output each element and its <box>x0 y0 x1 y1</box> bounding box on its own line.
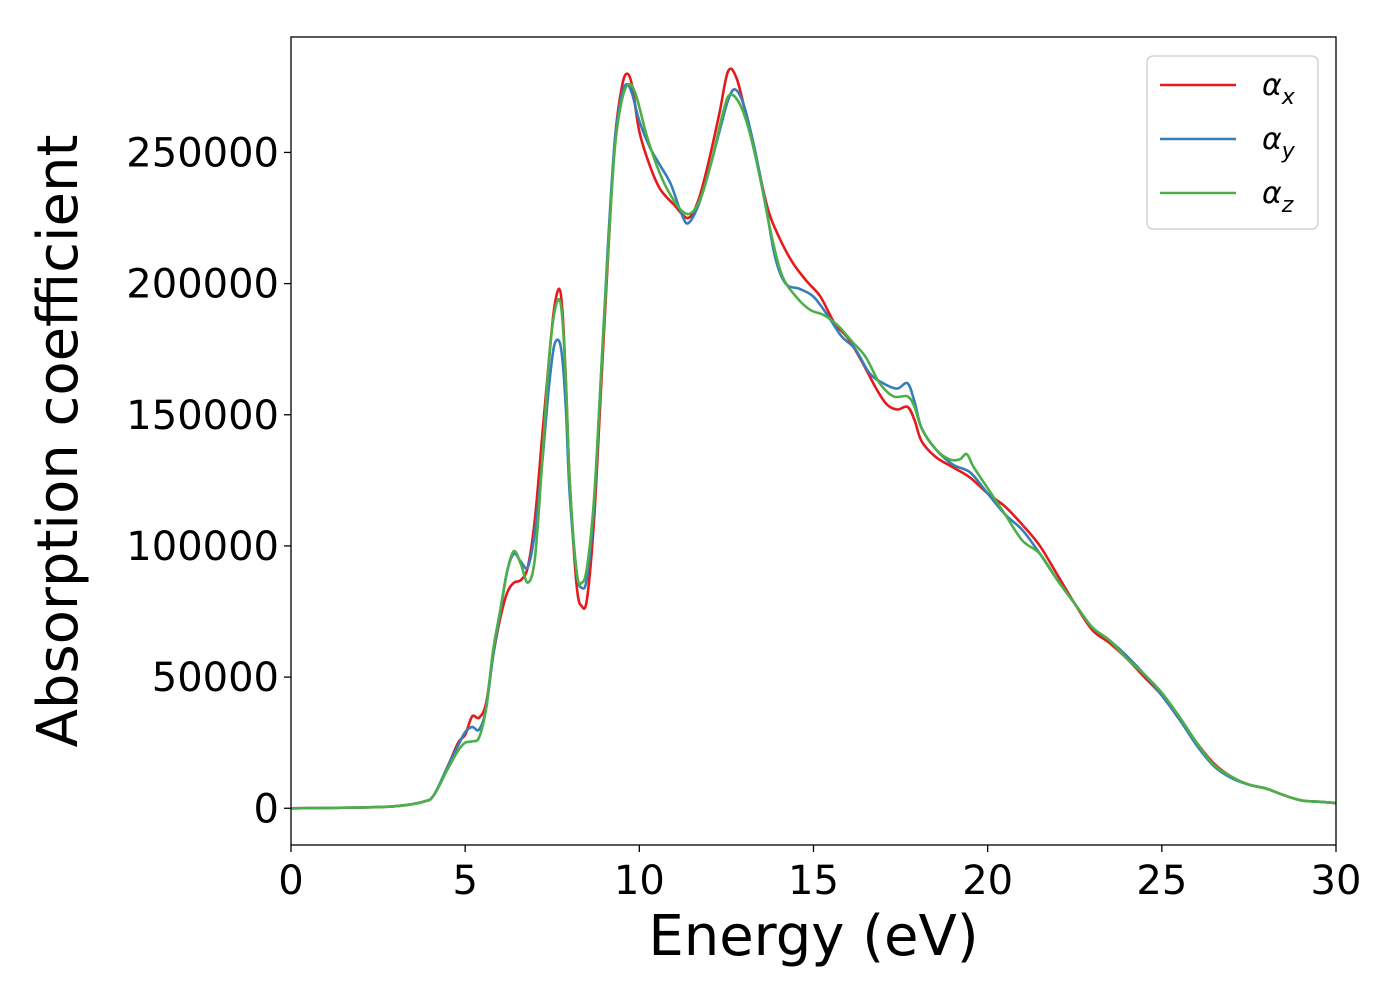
y-tick-label: 0 <box>254 786 279 832</box>
legend-label-x: αx <box>1262 68 1296 110</box>
x-tick-label: 0 <box>278 858 303 904</box>
y-axis-title: Absorption coefficient <box>26 135 91 748</box>
y-tick-label: 100000 <box>126 524 279 570</box>
y-axis: 0 50000 100000 150000 200000 250000 <box>126 130 291 832</box>
x-tick-label: 5 <box>452 858 477 904</box>
legend: αx αy αz <box>1146 55 1319 230</box>
legend-box <box>1146 55 1319 230</box>
series-lines <box>290 67 1337 810</box>
y-tick-label: 150000 <box>126 393 279 439</box>
x-tick-label: 20 <box>962 858 1013 904</box>
series-line-z <box>290 82 1337 810</box>
x-tick-label: 25 <box>1136 858 1187 904</box>
x-tick-label: 30 <box>1311 858 1362 904</box>
x-axis-title: Energy (eV) <box>648 904 978 969</box>
y-tick-label: 50000 <box>152 655 279 701</box>
x-axis: 0 5 10 15 20 25 30 <box>278 845 1361 904</box>
y-tick-label: 250000 <box>126 130 279 176</box>
legend-label-y: αy <box>1262 122 1296 164</box>
y-tick-label: 200000 <box>126 262 279 308</box>
legend-label-z: αz <box>1262 176 1294 218</box>
x-tick-label: 10 <box>614 858 665 904</box>
x-tick-label: 15 <box>788 858 839 904</box>
